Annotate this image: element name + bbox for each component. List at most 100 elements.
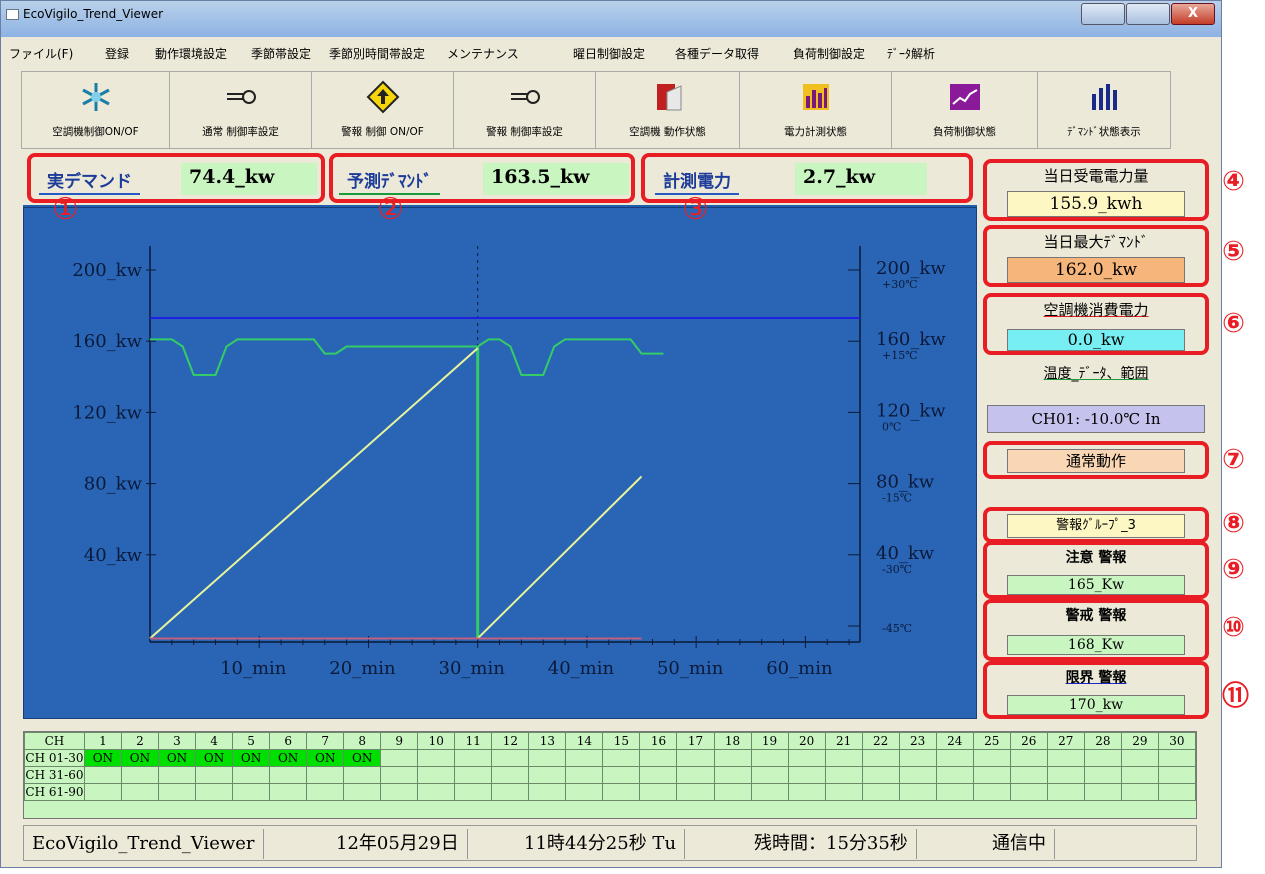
menu-env-settings[interactable]: 動作環境設定 <box>155 47 228 61</box>
channel-cell[interactable] <box>1157 766 1197 784</box>
channel-cell[interactable] <box>528 766 567 784</box>
channel-cell[interactable] <box>787 783 826 801</box>
channel-cell[interactable] <box>1046 749 1085 767</box>
menu-maintenance[interactable]: メンテナンス <box>447 47 519 61</box>
channel-cell[interactable] <box>972 749 1011 767</box>
channel-cell[interactable]: ON <box>120 749 159 767</box>
channel-cell[interactable] <box>306 783 345 801</box>
title-bar[interactable]: EcoVigilo_Trend_Viewer X <box>1 1 1221 37</box>
channel-cell[interactable] <box>602 783 641 801</box>
ac-control-onoff-button[interactable]: 空調機制御ON/OF <box>22 72 170 148</box>
channel-cell[interactable] <box>639 766 678 784</box>
channel-cell[interactable]: ON <box>343 749 382 767</box>
channel-cell[interactable] <box>83 783 122 801</box>
channel-cell[interactable]: ON <box>83 749 122 767</box>
channel-cell[interactable] <box>639 749 678 767</box>
channel-cell[interactable] <box>824 749 863 767</box>
alarm-control-rate-button[interactable]: 警報 制御率設定 <box>454 72 596 148</box>
channel-cell[interactable] <box>1120 749 1159 767</box>
channel-cell[interactable] <box>713 749 752 767</box>
channel-cell[interactable] <box>157 783 197 801</box>
channel-cell[interactable] <box>1009 783 1048 801</box>
channel-cell[interactable] <box>935 766 974 784</box>
channel-cell[interactable] <box>380 749 419 767</box>
channel-cell[interactable] <box>343 783 382 801</box>
menu-season-settings[interactable]: 季節帯設定 <box>251 47 312 61</box>
channel-cell[interactable] <box>1009 766 1048 784</box>
channel-cell[interactable] <box>676 749 715 767</box>
channel-cell[interactable] <box>1009 749 1048 767</box>
channel-cell[interactable] <box>750 749 789 767</box>
menu-season-time-settings[interactable]: 季節別時間帯設定 <box>329 47 426 61</box>
power-measurement-status-button[interactable]: 電力計測状態 <box>740 72 892 148</box>
channel-cell[interactable] <box>83 766 122 784</box>
channel-cell[interactable] <box>1157 749 1197 767</box>
channel-cell[interactable] <box>269 766 308 784</box>
channel-cell[interactable]: ON <box>269 749 308 767</box>
channel-cell[interactable] <box>157 766 197 784</box>
ac-operation-status-button[interactable]: 空調機 動作状態 <box>596 72 740 148</box>
channel-cell[interactable] <box>1157 783 1197 801</box>
demand-status-button[interactable]: ﾃﾞﾏﾝﾄﾞ状態表示 <box>1038 72 1170 148</box>
channel-cell[interactable] <box>528 783 567 801</box>
menu-load-control[interactable]: 負荷制御設定 <box>793 47 866 61</box>
channel-cell[interactable] <box>972 783 1011 801</box>
channel-cell[interactable] <box>750 783 789 801</box>
channel-cell[interactable] <box>565 766 604 784</box>
channel-cell[interactable] <box>491 783 530 801</box>
channel-cell[interactable] <box>1046 783 1085 801</box>
channel-cell[interactable] <box>750 766 789 784</box>
channel-cell[interactable]: ON <box>306 749 345 767</box>
channel-cell[interactable] <box>898 766 937 784</box>
channel-cell[interactable] <box>861 749 900 767</box>
menu-data-fetch[interactable]: 各種データ取得 <box>675 47 760 61</box>
channel-cell[interactable] <box>1083 783 1122 801</box>
channel-cell[interactable] <box>343 766 382 784</box>
channel-cell[interactable] <box>676 783 715 801</box>
channel-cell[interactable] <box>120 783 159 801</box>
menu-data-analysis[interactable]: ﾃﾞｰﾀ解析 <box>887 47 936 61</box>
channel-cell[interactable] <box>972 766 1011 784</box>
close-button[interactable]: X <box>1171 3 1215 25</box>
channel-cell[interactable] <box>676 766 715 784</box>
channel-cell[interactable] <box>491 749 530 767</box>
channel-cell[interactable]: ON <box>157 749 197 767</box>
channel-cell[interactable] <box>639 783 678 801</box>
channel-cell[interactable] <box>195 783 234 801</box>
channel-cell[interactable] <box>195 766 234 784</box>
channel-cell[interactable] <box>417 766 456 784</box>
channel-cell[interactable]: ON <box>232 749 271 767</box>
minimize-button[interactable] <box>1081 3 1125 25</box>
menu-weekday-control[interactable]: 曜日制御設定 <box>573 47 646 61</box>
channel-cell[interactable] <box>713 783 752 801</box>
channel-cell[interactable] <box>1046 766 1085 784</box>
maximize-button[interactable] <box>1126 3 1170 25</box>
channel-cell[interactable] <box>861 766 900 784</box>
channel-cell[interactable] <box>454 766 493 784</box>
channel-cell[interactable] <box>454 749 493 767</box>
normal-control-rate-button[interactable]: 通常 制御率設定 <box>170 72 312 148</box>
channel-cell[interactable] <box>602 766 641 784</box>
channel-cell[interactable] <box>565 749 604 767</box>
menu-register[interactable]: 登録 <box>105 47 130 61</box>
channel-cell[interactable] <box>935 749 974 767</box>
channel-cell[interactable] <box>269 783 308 801</box>
channel-cell[interactable] <box>120 766 159 784</box>
channel-cell[interactable] <box>232 783 271 801</box>
channel-cell[interactable] <box>306 766 345 784</box>
channel-cell[interactable]: ON <box>195 749 234 767</box>
menu-file[interactable]: ファイル(F) <box>9 47 74 61</box>
channel-cell[interactable] <box>232 766 271 784</box>
load-control-status-button[interactable]: 負荷制御状態 <box>892 72 1038 148</box>
channel-cell[interactable] <box>454 783 493 801</box>
channel-cell[interactable] <box>417 783 456 801</box>
alarm-control-onoff-button[interactable]: 警報 制御 ON/OF <box>312 72 454 148</box>
channel-cell[interactable] <box>417 749 456 767</box>
channel-cell[interactable] <box>1083 749 1122 767</box>
channel-cell[interactable] <box>787 766 826 784</box>
channel-cell[interactable] <box>380 766 419 784</box>
channel-cell[interactable] <box>380 783 419 801</box>
channel-cell[interactable] <box>935 783 974 801</box>
channel-cell[interactable] <box>1083 766 1122 784</box>
channel-cell[interactable] <box>1120 766 1159 784</box>
